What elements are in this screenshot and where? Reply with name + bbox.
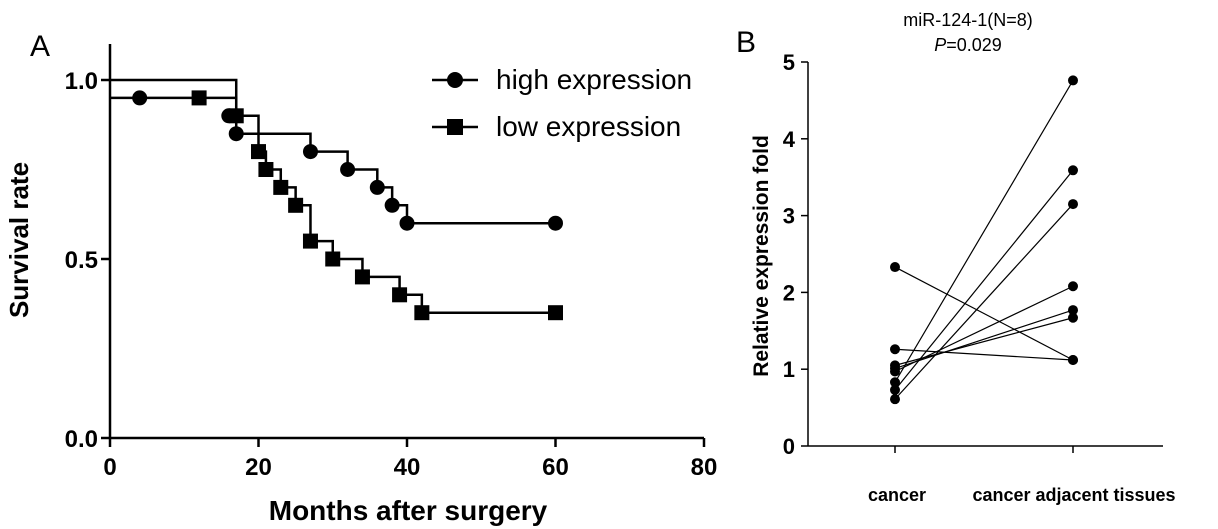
pair-point-cancer	[890, 366, 900, 377]
km-point-high	[399, 215, 415, 231]
panel-b-y-tick-label: 1	[783, 357, 795, 382]
km-point-low	[228, 108, 244, 124]
legend-low-label: low expression	[496, 111, 681, 142]
panel-a-legend: high expression low expression	[432, 64, 692, 142]
km-point-low	[273, 179, 289, 195]
panel-a-y-axis-label: Survival rate	[4, 162, 34, 318]
panel-a-ticks: 0 20 40 60 80 0.0 0.5 1.0	[65, 68, 718, 481]
pair-line	[894, 169, 1074, 391]
km-point-low	[251, 144, 266, 160]
panel-a-x-tick-label: 20	[245, 454, 272, 481]
panel-a: A 0 20 40 60 80 0.0 0.5 1.0 Survival rate Month…	[4, 30, 717, 526]
km-point-high	[384, 197, 400, 213]
panel-a-label: A	[30, 30, 50, 63]
km-point-high	[228, 126, 244, 142]
pair-point-cancer	[890, 262, 900, 273]
panel-b-y-tick-label: 4	[783, 127, 796, 152]
km-point-low	[354, 269, 370, 285]
pair-line	[894, 266, 1074, 361]
panel-b-y-tick-label: 0	[783, 434, 795, 459]
panel-b-y-tick-label: 3	[783, 204, 795, 229]
panel-b-y-axis-label: Relative expression fold	[750, 135, 773, 377]
panel-b-p-label: P	[934, 35, 946, 55]
km-point-high	[340, 162, 356, 177]
panel-b-category-adjacent: cancer adjacent tissues	[972, 485, 1175, 505]
pair-point-adjacent	[1068, 354, 1078, 365]
pair-line	[894, 348, 1074, 361]
km-point-low	[392, 287, 408, 303]
pair-point-adjacent	[1068, 281, 1078, 292]
panel-a-y-tick-label: 1.0	[65, 68, 98, 95]
km-point-low	[325, 251, 341, 267]
km-curve-high	[110, 78, 556, 225]
km-point-low	[288, 197, 304, 213]
km-curve-low	[110, 96, 556, 314]
legend-high-label: high expression	[496, 64, 692, 95]
panel-b-category-cancer: cancer	[868, 485, 926, 505]
km-point-high	[302, 144, 318, 160]
panel-b: B miR-124-1(N=8) P=0.029 0 1 2 3 4 5 Relative…	[736, 10, 1176, 505]
panel-a-x-tick-label: 40	[394, 454, 421, 481]
pair-point-adjacent	[1068, 199, 1078, 210]
panel-a-x-tick-label: 80	[691, 454, 718, 481]
pair-point-adjacent	[1068, 75, 1078, 86]
pair-point-adjacent	[1068, 305, 1078, 316]
pair-point-cancer	[890, 394, 900, 405]
km-point-low	[258, 162, 274, 177]
pair-point-adjacent	[1068, 165, 1078, 176]
pair-line	[894, 203, 1074, 400]
km-point-high	[369, 179, 385, 195]
pair-line	[894, 285, 1074, 373]
panel-a-x-tick-label: 0	[103, 454, 116, 481]
panel-b-ticks: 0 1 2 3 4 5	[783, 50, 1074, 459]
pair-line	[894, 309, 1074, 370]
panel-a-y-tick-label: 0.5	[65, 247, 98, 274]
pair-point-adjacent	[1068, 312, 1078, 323]
panel-b-y-tick-label: 5	[783, 50, 795, 75]
km-point-low	[548, 305, 563, 321]
pair-point-cancer	[890, 377, 900, 388]
panel-b-p-number: =0.029	[946, 35, 1002, 55]
pair-line	[894, 80, 1074, 383]
panel-a-x-axis-label: Months after surgery	[269, 495, 548, 526]
panel-a-x-tick-label: 60	[542, 454, 569, 481]
panel-b-y-tick-label: 2	[783, 280, 795, 305]
panel-a-series	[110, 78, 563, 321]
panel-b-title: miR-124-1(N=8)	[903, 10, 1033, 30]
legend-high-marker	[447, 72, 463, 88]
km-point-low	[302, 233, 318, 249]
panel-a-y-tick-label: 0.0	[65, 426, 98, 453]
km-point-high	[548, 215, 563, 231]
panel-b-label: B	[736, 26, 756, 59]
legend-low-marker	[447, 119, 463, 135]
pair-point-cancer	[890, 344, 900, 355]
panel-b-pairs	[890, 75, 1078, 405]
km-point-low	[414, 305, 430, 321]
panel-b-p-value: P=0.029	[934, 35, 1002, 55]
km-point-low	[191, 90, 207, 106]
pair-point-cancer	[890, 384, 900, 395]
